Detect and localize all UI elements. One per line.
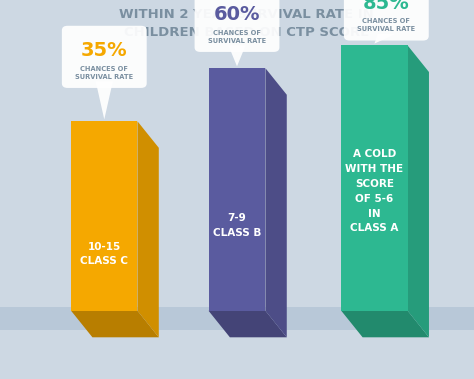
FancyBboxPatch shape xyxy=(62,26,147,88)
Text: CHANCES OF
SURVIVAL RATE: CHANCES OF SURVIVAL RATE xyxy=(357,19,415,32)
Polygon shape xyxy=(341,311,429,337)
Text: 60%: 60% xyxy=(214,5,260,24)
FancyBboxPatch shape xyxy=(194,0,279,52)
FancyBboxPatch shape xyxy=(71,121,137,311)
Text: A COLD
WITH THE
SCORE
OF 5-6
IN
CLASS A: A COLD WITH THE SCORE OF 5-6 IN CLASS A xyxy=(346,149,403,233)
Polygon shape xyxy=(209,311,287,337)
Polygon shape xyxy=(228,45,246,66)
FancyBboxPatch shape xyxy=(0,307,474,330)
Polygon shape xyxy=(265,68,287,337)
FancyBboxPatch shape xyxy=(341,45,408,311)
Text: CHANCES OF
SURVIVAL RATE: CHANCES OF SURVIVAL RATE xyxy=(208,30,266,44)
Polygon shape xyxy=(96,81,113,119)
Polygon shape xyxy=(374,34,395,44)
Polygon shape xyxy=(408,45,429,337)
Text: 10-15
CLASS C: 10-15 CLASS C xyxy=(80,241,128,266)
Polygon shape xyxy=(71,311,159,337)
Text: CHANCES OF
SURVIVAL RATE: CHANCES OF SURVIVAL RATE xyxy=(75,66,133,80)
FancyBboxPatch shape xyxy=(344,0,428,41)
FancyBboxPatch shape xyxy=(209,68,265,311)
Text: WITHIN 2 YEAR SURVIVAL RATE IN
CHILDREN BASED ON CTP SCORE: WITHIN 2 YEAR SURVIVAL RATE IN CHILDREN … xyxy=(119,8,374,39)
Polygon shape xyxy=(137,121,159,337)
Text: 35%: 35% xyxy=(81,41,128,60)
Text: 7-9
CLASS B: 7-9 CLASS B xyxy=(213,213,261,238)
Text: 85%: 85% xyxy=(363,0,410,13)
